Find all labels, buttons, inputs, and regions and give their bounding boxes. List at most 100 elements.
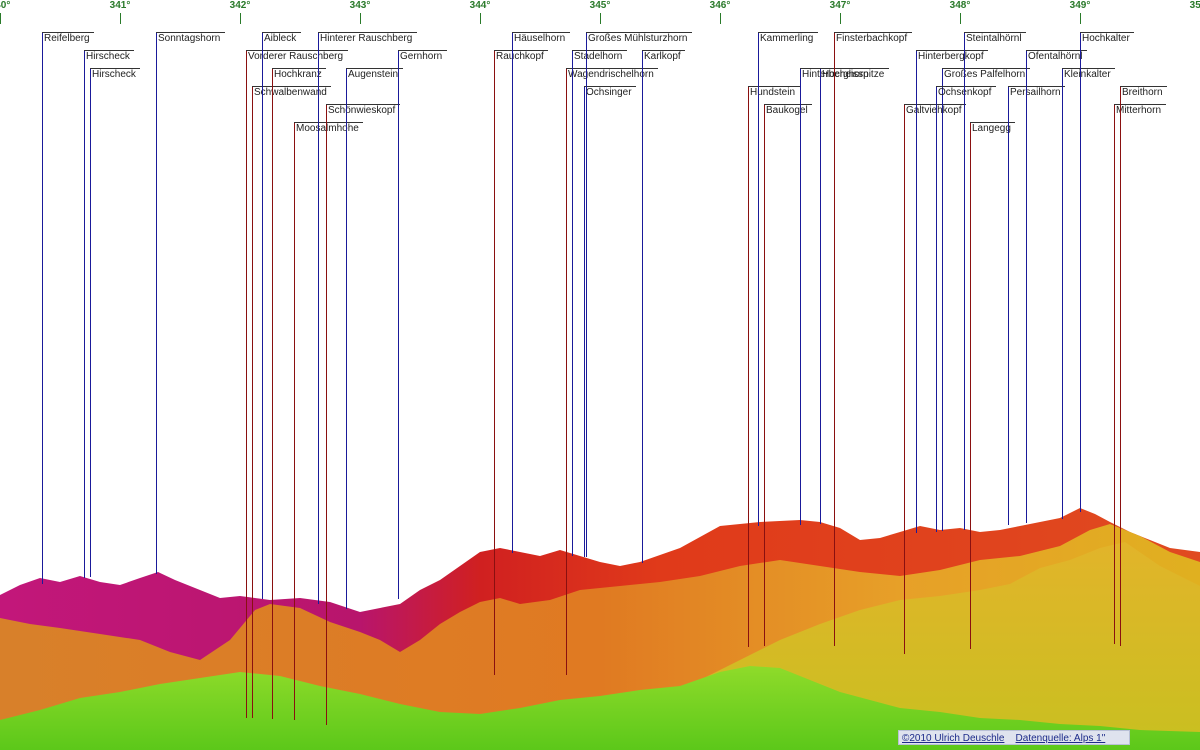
- peak-label: Häuselhorn: [514, 33, 566, 44]
- data-source-link[interactable]: Datenquelle: Alps 1": [1015, 733, 1106, 744]
- peak-label: Reifelberg: [44, 33, 90, 44]
- peak-leader-line: [572, 50, 573, 556]
- peak-label: Vorderer Rauschberg: [248, 51, 344, 62]
- peak-leader-line: [1026, 50, 1027, 524]
- peak-label-rule: [252, 86, 331, 87]
- peak-label-rule: [970, 122, 1015, 123]
- peak-label-rule: [1062, 68, 1115, 69]
- near-ridge: [0, 666, 1200, 750]
- azimuth-tick-label: 344°: [469, 0, 491, 11]
- peak-label-rule: [642, 50, 685, 51]
- peak-leader-line: [346, 68, 347, 610]
- peak-label: Aibleck: [264, 33, 297, 44]
- peak-label-rule: [84, 50, 134, 51]
- peak-label: Kammerling: [760, 33, 814, 44]
- peak-label-rule: [262, 32, 301, 33]
- peak-label-rule: [764, 104, 812, 105]
- peak-label-rule: [942, 68, 1030, 69]
- azimuth-tick-label: 341°: [109, 0, 131, 11]
- peak-leader-line: [916, 50, 917, 533]
- peak-leader-line: [748, 86, 749, 647]
- peak-label: Stadelhorn: [574, 51, 623, 62]
- peak-label: Schönwieskopf: [328, 105, 396, 116]
- peak-leader-line: [584, 86, 585, 557]
- azimuth-tick-label: 347°: [829, 0, 851, 11]
- peak-leader-line: [586, 32, 587, 557]
- peak-leader-line: [566, 68, 567, 676]
- peak-leader-line: [156, 32, 157, 575]
- peak-leader-line: [964, 32, 965, 530]
- peak-label-rule: [1080, 32, 1134, 33]
- azimuth-tick-label: 340°: [0, 0, 11, 11]
- peak-label: Langegg: [972, 123, 1011, 134]
- peak-label-rule: [584, 86, 636, 87]
- peak-label: Hochkranz: [274, 69, 322, 80]
- peak-label-rule: [318, 32, 417, 33]
- peak-label: Hocheisspitze: [822, 69, 885, 80]
- peak-label: Galtviehkopf: [906, 105, 962, 116]
- azimuth-tick-mark: [360, 13, 361, 24]
- peak-leader-line: [758, 32, 759, 527]
- peak-label-rule: [820, 68, 889, 69]
- azimuth-tick-mark: [240, 13, 241, 24]
- peak-leader-line: [246, 50, 247, 719]
- peak-leader-line: [1114, 104, 1115, 644]
- peak-label-rule: [964, 32, 1026, 33]
- peak-label: Breithorn: [1122, 87, 1163, 98]
- peak-label: Großes Mühlsturzhorn: [588, 33, 688, 44]
- peak-label: Großes Palfelhorn: [944, 69, 1026, 80]
- azimuth-tick-mark: [0, 13, 1, 24]
- peak-label-rule: [512, 32, 570, 33]
- peak-label: Hochkalter: [1082, 33, 1130, 44]
- peak-label-rule: [936, 86, 996, 87]
- azimuth-tick-mark: [1080, 13, 1081, 24]
- peak-leader-line: [1120, 86, 1121, 646]
- peak-label: Wagendrischelhorn: [568, 69, 654, 80]
- peak-label-rule: [398, 50, 447, 51]
- azimuth-tick-mark: [600, 13, 601, 24]
- peak-leader-line: [512, 32, 513, 553]
- peak-leader-line: [318, 32, 319, 604]
- peak-label: Ochsinger: [586, 87, 632, 98]
- credits-bar: ©2010 Ulrich Deuschle Datenquelle: Alps …: [898, 730, 1130, 745]
- peak-leader-line: [252, 86, 253, 719]
- azimuth-tick-label: 346°: [709, 0, 731, 11]
- peak-label: Hinterberghorn: [802, 69, 869, 80]
- peak-leader-line: [764, 104, 765, 647]
- peak-label-rule: [42, 32, 94, 33]
- copyright-link[interactable]: ©2010 Ulrich Deuschle: [902, 733, 1005, 744]
- azimuth-tick-label: 348°: [949, 0, 971, 11]
- azimuth-tick-label: 342°: [229, 0, 251, 11]
- peak-label: Sonntagshorn: [158, 33, 221, 44]
- peak-label: Augenstein: [348, 69, 399, 80]
- peak-label-rule: [916, 50, 988, 51]
- peak-leader-line: [272, 68, 273, 720]
- peak-label-rule: [1026, 50, 1087, 51]
- peak-label-rule: [748, 86, 800, 87]
- peak-label-rule: [294, 122, 363, 123]
- peak-label-rule: [566, 68, 658, 69]
- peak-leader-line: [904, 104, 905, 654]
- peak-label: Mitterhorn: [1116, 105, 1162, 116]
- peak-leader-line: [42, 32, 43, 584]
- peak-leader-line: [820, 68, 821, 524]
- peak-leader-line: [800, 68, 801, 525]
- peak-label: Rauchkopf: [496, 51, 544, 62]
- peak-label: Hundstein: [750, 87, 796, 98]
- peak-leader-line: [1062, 68, 1063, 520]
- peak-label-rule: [494, 50, 548, 51]
- peak-leader-line: [970, 122, 971, 649]
- peak-label-rule: [326, 104, 400, 105]
- peak-label: Steintalhörnl: [966, 33, 1022, 44]
- azimuth-tick-mark: [480, 13, 481, 24]
- peak-label-rule: [572, 50, 627, 51]
- peak-leader-line: [642, 50, 643, 564]
- peak-leader-line: [398, 50, 399, 600]
- peak-leader-line: [84, 50, 85, 578]
- peak-label: Kleinkalter: [1064, 69, 1111, 80]
- peak-label: Hinterer Rauschberg: [320, 33, 413, 44]
- peak-label: Karlkopf: [644, 51, 681, 62]
- azimuth-tick-mark: [120, 13, 121, 24]
- peak-label: Finsterbachkopf: [836, 33, 908, 44]
